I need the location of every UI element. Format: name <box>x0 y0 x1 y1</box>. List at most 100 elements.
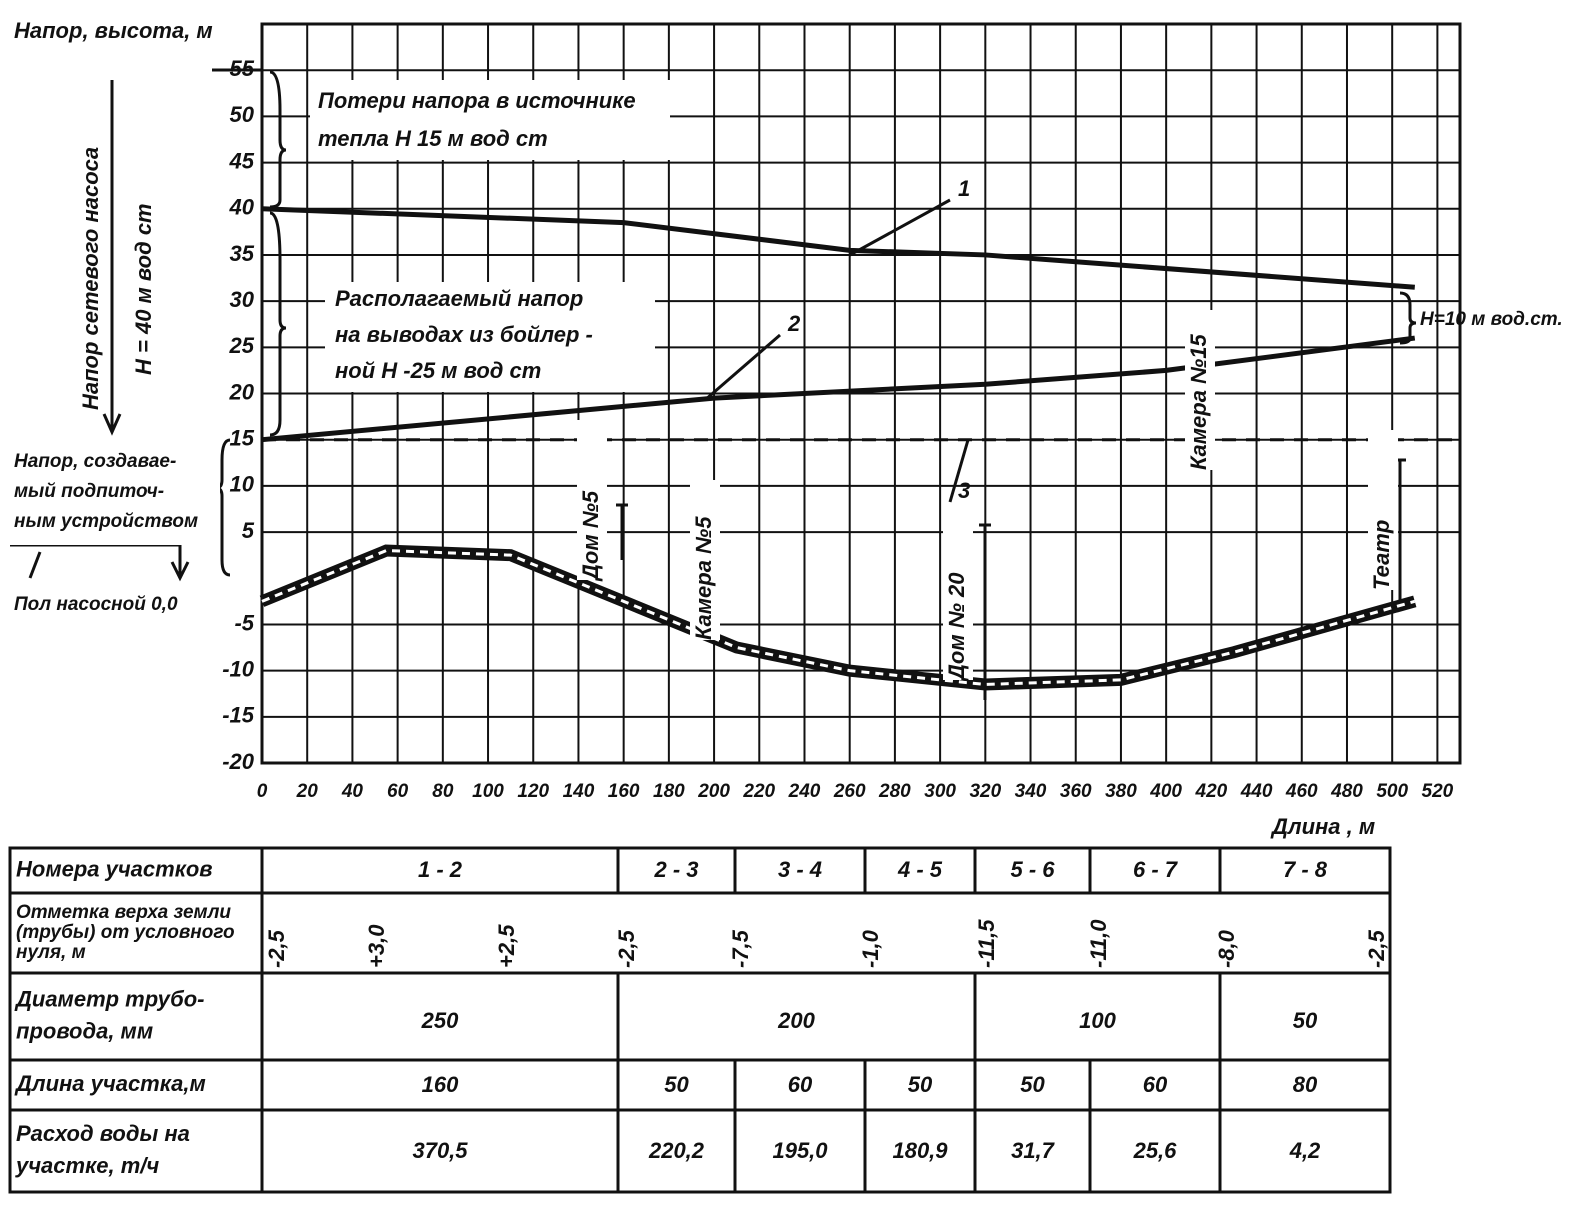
y-tick-label: 20 <box>229 379 255 404</box>
cell: 7 - 8 <box>1283 857 1328 882</box>
label-bg <box>1368 430 1398 590</box>
y-tick-label: 50 <box>230 102 255 127</box>
table-frame <box>8 846 1392 1194</box>
building-label: Камера №5 <box>691 516 716 640</box>
cell: +2,5 <box>494 924 519 968</box>
cell: -8,0 <box>1214 929 1239 968</box>
annotation: H=10 м вод.ст. <box>1420 309 1563 330</box>
x-tick-label: 40 <box>341 781 364 802</box>
label-bg <box>943 520 973 680</box>
series-label: 1 <box>958 176 970 201</box>
cell: 180,9 <box>892 1138 948 1163</box>
annotation: Напор, создавае- <box>14 451 176 472</box>
label-bg <box>690 480 720 640</box>
label-bg <box>325 282 655 392</box>
cell: 200 <box>777 1008 815 1033</box>
cell: 31,7 <box>1011 1138 1056 1163</box>
x-tick-label: 0 <box>257 781 268 802</box>
cell: 370,5 <box>412 1138 468 1163</box>
annotation: мый подпиточ- <box>14 481 164 502</box>
x-tick-label: 300 <box>924 781 956 802</box>
annotation: ным устройством <box>14 511 198 532</box>
building-label: Дом №5 <box>578 490 603 582</box>
cell: 160 <box>422 1072 459 1097</box>
y-tick-label: 30 <box>230 287 255 312</box>
annotation: Напор сетевого насоса <box>78 147 103 410</box>
x-tick-label: 220 <box>742 781 775 802</box>
y-tick-label: 45 <box>229 148 255 173</box>
row-label: Отметка верха земли <box>16 902 231 923</box>
annotation: тепла H 15 м вод ст <box>318 126 548 151</box>
cell: 50 <box>1020 1072 1045 1097</box>
ground-hatch <box>261 549 1416 686</box>
x-tick-label: 460 <box>1285 781 1318 802</box>
cell: -1,0 <box>858 929 883 968</box>
cell: 50 <box>908 1072 933 1097</box>
series-label: 3 <box>958 478 970 503</box>
series-line <box>261 206 1415 290</box>
row-label: Длина участка,м <box>14 1071 206 1096</box>
cell: -11,0 <box>1086 919 1111 968</box>
x-tick-label: 240 <box>788 781 821 802</box>
x-tick-label: 100 <box>472 781 504 802</box>
y-tick-label: 5 <box>242 518 255 543</box>
y-tick-label: 55 <box>230 56 255 81</box>
cell: -11,5 <box>974 919 999 968</box>
x-tick-label: 520 <box>1422 781 1454 802</box>
cell: 50 <box>664 1072 689 1097</box>
x-tick-label: 280 <box>878 781 911 802</box>
cell: +3,0 <box>364 924 389 968</box>
cell: -2,5 <box>264 929 289 968</box>
cell: 1 - 2 <box>418 857 463 882</box>
x-tick-label: 60 <box>387 781 409 802</box>
x-tick-label: 360 <box>1060 781 1092 802</box>
leader <box>704 333 781 402</box>
cell: -2,5 <box>614 929 639 968</box>
label-bg <box>577 420 607 580</box>
y-tick-label: -20 <box>222 749 255 774</box>
x-tick-label: 180 <box>653 781 685 802</box>
x-tick-label: 160 <box>608 781 640 802</box>
x-tick-label: 200 <box>697 781 730 802</box>
x-tick-label: 120 <box>517 781 549 802</box>
x-tick-label: 440 <box>1240 781 1273 802</box>
x-tick-label: 260 <box>833 781 866 802</box>
cell: 60 <box>1143 1072 1168 1097</box>
cell: 2 - 3 <box>653 857 698 882</box>
cell: 80 <box>1293 1072 1318 1097</box>
x-tick-label: 480 <box>1330 781 1363 802</box>
x-tick-label: 500 <box>1376 781 1408 802</box>
annotation: H = 40 м вод ст <box>131 203 156 375</box>
y-tick-label: 35 <box>230 241 255 266</box>
x-tick-label: 380 <box>1105 781 1137 802</box>
cell: 4 - 5 <box>897 857 943 882</box>
y-tick-label: -15 <box>222 703 255 728</box>
leader <box>849 198 951 257</box>
annotation: Пол насосной 0,0 <box>14 594 178 615</box>
cell: 195,0 <box>772 1138 828 1163</box>
leader <box>28 551 42 579</box>
row-label: Диаметр трубо- <box>14 986 205 1011</box>
x-tick-label: 420 <box>1195 781 1228 802</box>
label-bg <box>1185 310 1215 470</box>
y-axis-title: Напор, высота, м <box>14 18 213 43</box>
series-line <box>261 335 1416 443</box>
x-tick-label: 80 <box>432 781 454 802</box>
series-label: 2 <box>787 311 801 336</box>
cell: 220,2 <box>648 1138 705 1163</box>
cell: -7,5 <box>728 929 753 968</box>
row-label: (трубы) от условного <box>16 922 235 943</box>
annotation: Потери напора в источнике <box>318 88 636 113</box>
row-label: провода, мм <box>16 1018 153 1043</box>
arrowhead <box>102 413 122 436</box>
leader <box>948 439 970 503</box>
y-tick-label: 25 <box>229 333 255 358</box>
label-bg <box>310 80 670 160</box>
x-tick-label: 20 <box>296 781 319 802</box>
row-label: Номера участков <box>16 856 213 881</box>
y-tick-label: -10 <box>222 656 255 681</box>
building-label: Дом № 20 <box>944 572 969 682</box>
y-tick-label: 10 <box>230 472 255 497</box>
